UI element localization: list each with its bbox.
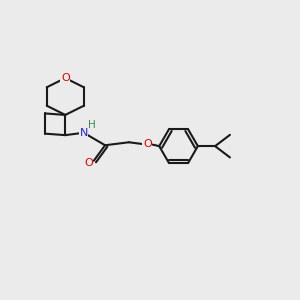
Text: O: O	[143, 139, 152, 149]
Text: O: O	[84, 158, 93, 168]
Text: H: H	[88, 120, 96, 130]
Text: O: O	[61, 73, 70, 83]
Text: N: N	[80, 128, 88, 138]
